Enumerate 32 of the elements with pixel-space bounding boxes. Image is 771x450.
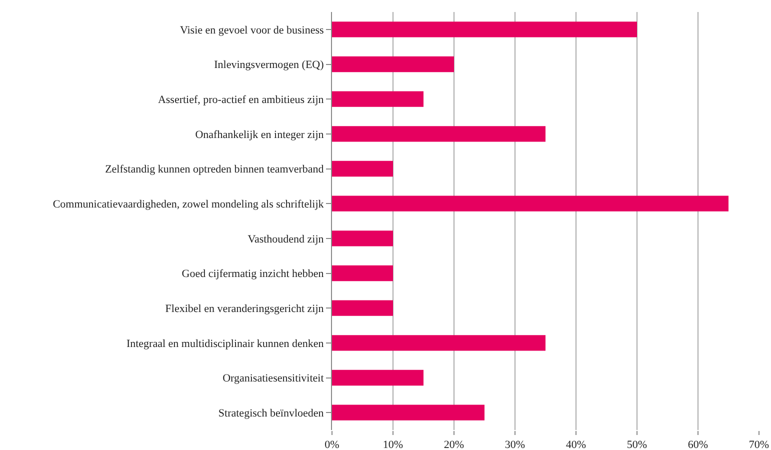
y-tick-label: Zelfstandig kunnen optreden binnen teamverband bbox=[105, 164, 324, 176]
bar bbox=[332, 91, 424, 107]
bar bbox=[332, 370, 424, 386]
x-tick-label: 10% bbox=[382, 439, 404, 450]
x-tick-label: 0% bbox=[324, 439, 340, 450]
x-tick-label: 20% bbox=[444, 439, 464, 450]
bar bbox=[332, 22, 637, 38]
y-tick-label: Communicatievaardigheden, zowel mondeling als schriftelijk bbox=[52, 198, 324, 210]
x-tick-label: 50% bbox=[626, 439, 648, 450]
y-tick-label: Strategisch beïnvloeden bbox=[218, 407, 324, 420]
x-tick-label: 60% bbox=[688, 439, 708, 450]
x-tick-label: 30% bbox=[504, 439, 526, 450]
bar bbox=[332, 230, 393, 246]
x-tick-label: 70% bbox=[748, 439, 770, 450]
y-tick-label: Onafhankelijk en integer zijn bbox=[195, 128, 324, 141]
y-tick-label: Inlevingsvermogen (EQ) bbox=[214, 59, 324, 72]
bar bbox=[332, 56, 454, 72]
y-tick-label: Goed cijfermatig inzicht hebben bbox=[182, 268, 324, 280]
y-tick-label: Flexibel en veranderingsgericht zijn bbox=[165, 302, 324, 315]
bar bbox=[332, 265, 393, 282]
y-tick-label: Integraal en multidisciplinair kunnen denken bbox=[126, 338, 324, 350]
y-tick-label: Vasthoudend zijn bbox=[248, 233, 324, 246]
bar bbox=[332, 196, 728, 212]
bar bbox=[332, 404, 484, 420]
bar bbox=[332, 126, 546, 142]
bar bbox=[332, 300, 393, 316]
bar bbox=[332, 335, 546, 351]
x-tick-label: 40% bbox=[566, 439, 586, 450]
y-tick-label: Assertief, pro-actief en ambitieus zijn bbox=[158, 94, 324, 106]
bar bbox=[332, 160, 393, 177]
y-tick-label: Organisatiesensitiviteit bbox=[222, 372, 324, 385]
y-tick-label: Visie en gevoel voor de business bbox=[180, 24, 324, 36]
